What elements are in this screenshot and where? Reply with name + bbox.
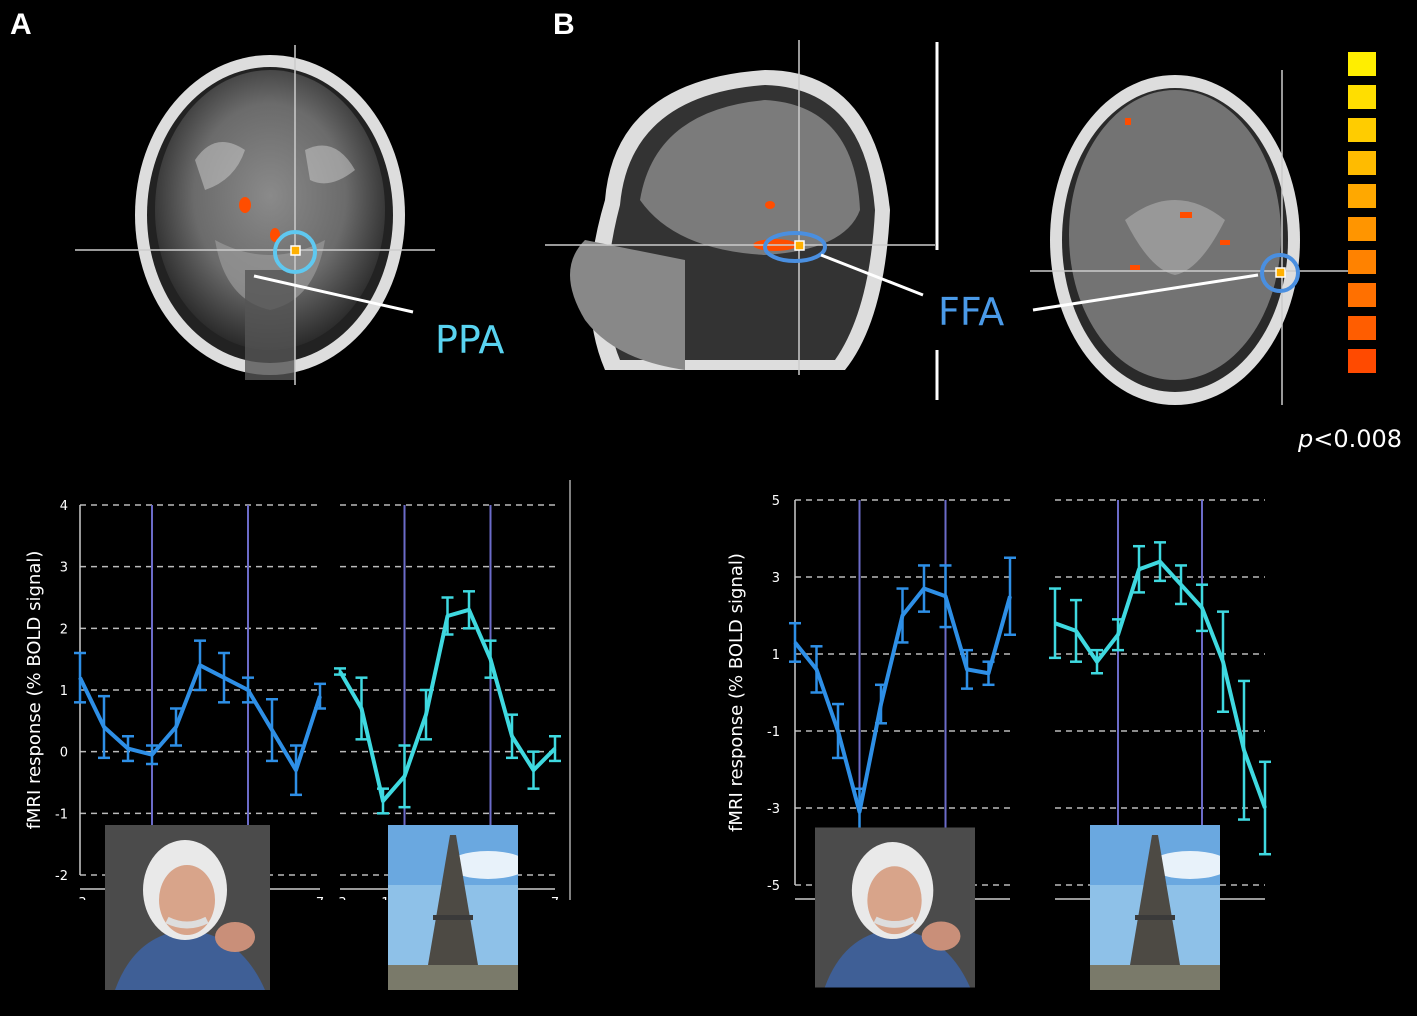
ppa-label: PPA [435, 318, 505, 362]
color-scale-step [1348, 349, 1376, 373]
einstein-photo-b [815, 827, 975, 988]
panel-b-label: B [553, 8, 575, 41]
color-scale-step [1348, 316, 1376, 340]
color-scale-step [1348, 250, 1376, 274]
y-tick-label: 3 [60, 561, 68, 576]
einstein-photo-a [105, 825, 270, 990]
y-tick-label: 0 [60, 746, 68, 761]
color-scale-step [1348, 118, 1376, 142]
brain-sagittal-ffa-image [545, 40, 939, 400]
chart-panel-b: fMRI response (% BOLD signal)531-1-3-5-3… [726, 494, 1271, 900]
p-symbol: p [1298, 425, 1314, 453]
y-tick-label: -1 [55, 807, 68, 822]
y-tick-label: -5 [767, 879, 780, 894]
x-tick-label: -3 [334, 896, 347, 900]
y-tick-label: 4 [60, 499, 68, 514]
color-scale-step [1348, 217, 1376, 241]
series-line [1054, 559, 1267, 809]
color-scale-step [1348, 151, 1376, 175]
color-scale-step [1348, 52, 1376, 76]
panel-a-label: A [10, 8, 32, 41]
p-value: <0.008 [1313, 425, 1403, 453]
eiffel-tower-photo-b [1090, 825, 1220, 990]
y-axis-label: fMRI response (% BOLD signal) [24, 551, 45, 830]
color-scale-step [1348, 85, 1376, 109]
y-tick-label: 3 [772, 571, 780, 586]
x-tick-label: -3 [74, 896, 87, 900]
y-tick-label: 5 [772, 494, 780, 509]
brain-coronal-ffa-image [1030, 70, 1375, 405]
ppa-roi-circle [273, 230, 317, 274]
x-tick-label: 7 [551, 896, 559, 900]
ffa-sagittal-roi-ellipse [763, 231, 827, 263]
ffa-label: FFA [938, 290, 1005, 334]
y-tick-label: 2 [60, 622, 68, 637]
series-line [338, 607, 557, 803]
eiffel-tower-photo-a [388, 825, 518, 990]
y-tick-label: 1 [772, 648, 780, 663]
y-axis-label: fMRI response (% BOLD signal) [726, 553, 747, 832]
ffa-coronal-roi-circle [1260, 253, 1300, 293]
p-threshold-label: p<0.008 [1298, 425, 1402, 453]
y-tick-label: -2 [55, 869, 68, 884]
y-tick-label: -1 [767, 725, 780, 740]
color-scale-step [1348, 184, 1376, 208]
y-tick-label: 1 [60, 684, 68, 699]
x-tick-label: 7 [316, 896, 324, 900]
x-tick-label: -1 [377, 896, 390, 900]
y-tick-label: -3 [767, 802, 780, 817]
color-scale-step [1348, 283, 1376, 307]
color-scale-bar [1348, 52, 1376, 382]
brain-coronal-ppa-image [75, 45, 435, 385]
